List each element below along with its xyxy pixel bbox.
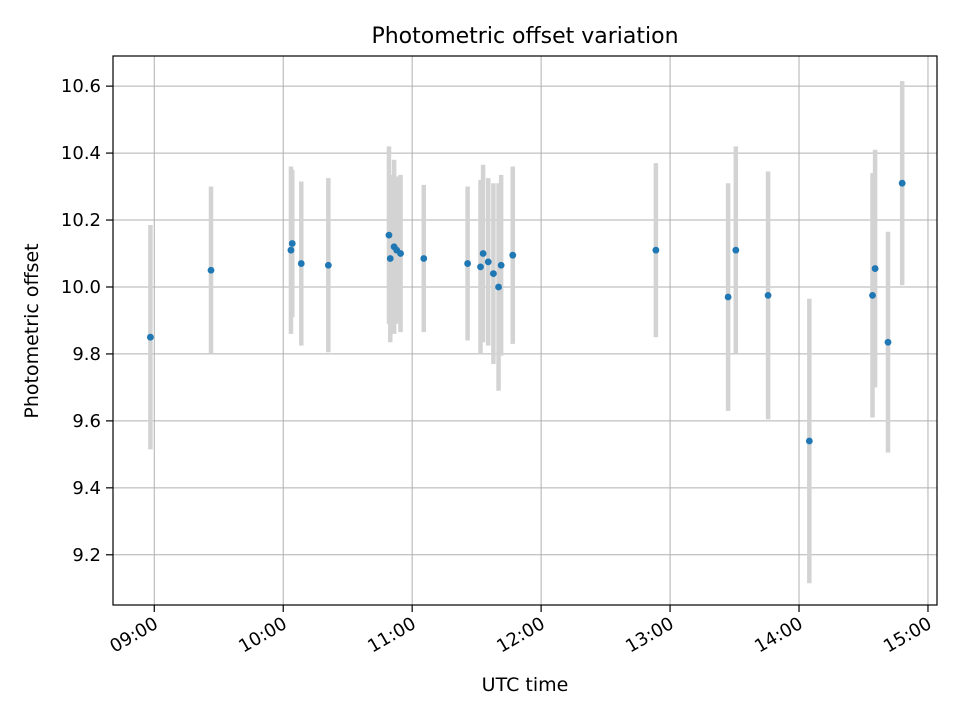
data-point-5 (324, 261, 332, 269)
data-point-19 (509, 251, 517, 259)
data-point-18 (497, 261, 505, 269)
data-point-20 (652, 246, 660, 254)
data-point-26 (871, 265, 879, 272)
data-point-23 (764, 291, 772, 299)
chart-title: Photometric offset variation (371, 24, 678, 49)
data-point-27 (884, 338, 892, 346)
data-point-11 (420, 255, 428, 262)
y-axis-label: Photometric offset (21, 243, 43, 418)
y-tick-label-5: 10.2 (61, 210, 101, 231)
data-point-14 (479, 250, 487, 257)
data-point-25 (869, 291, 876, 299)
data-point-16 (490, 270, 497, 277)
data-point-12 (464, 260, 472, 267)
data-point-17 (495, 283, 502, 291)
y-tick-label-0: 9.2 (72, 545, 101, 566)
y-tick-label-2: 9.6 (72, 411, 101, 432)
grid (113, 56, 937, 605)
y-tick-label-3: 9.8 (72, 344, 101, 365)
x-axis-label: UTC time (482, 674, 569, 696)
y-axis-ticks: 9.2 9.4 9.6 9.8 10.0 10.2 10.4 10.6 (61, 76, 113, 566)
data-point-0 (146, 333, 154, 341)
data-point-22 (732, 246, 740, 254)
y-tick-label-1: 9.4 (72, 478, 101, 499)
data-point-10 (397, 250, 404, 257)
data-point-21 (724, 293, 732, 301)
data-point-6 (385, 231, 393, 239)
data-point-4 (297, 260, 305, 267)
y-tick-label-6: 10.4 (61, 143, 101, 164)
plot-area-frame (112, 55, 938, 606)
data-point-2 (287, 246, 295, 254)
y-tick-label-4: 10.0 (61, 277, 101, 298)
data-point-1 (207, 266, 215, 274)
data-point-3 (288, 240, 296, 247)
data-points (146, 179, 906, 445)
data-point-15 (484, 258, 492, 266)
y-tick-label-7: 10.6 (61, 76, 101, 97)
data-point-13 (477, 263, 484, 271)
data-point-28 (898, 179, 906, 187)
data-point-24 (805, 437, 813, 445)
data-point-7 (386, 255, 394, 262)
